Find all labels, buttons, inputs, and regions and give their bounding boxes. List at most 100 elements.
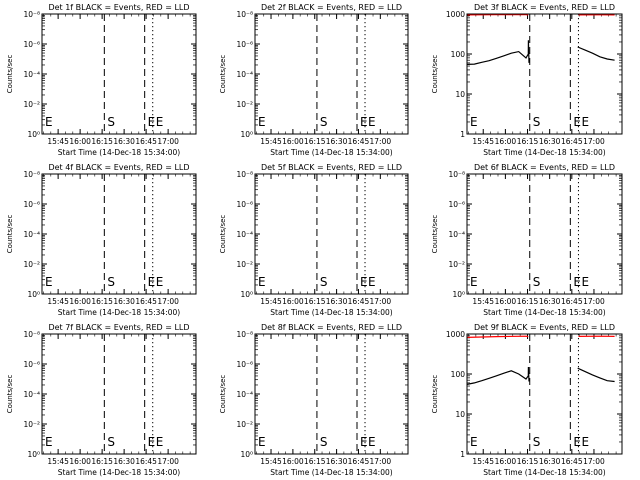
y-tick-label: 10⁻⁶ (236, 200, 253, 209)
x-tick-label: 16:00 (495, 457, 517, 466)
marker-label: E (470, 115, 478, 129)
y-tick-label: 10⁰ (240, 450, 253, 459)
x-tick-label: 16:15 (304, 137, 326, 146)
x-tick-label: 16:30 (113, 297, 135, 306)
x-axis-label: Start Time (14-Dec-18 15:34:00) (483, 308, 605, 317)
x-tick-label: 16:00 (495, 137, 517, 146)
y-tick-label: 10⁻⁶ (236, 360, 253, 369)
x-tick-label: 15:45 (260, 297, 282, 306)
x-tick-label: 17:00 (583, 137, 605, 146)
plot-frame (41, 333, 197, 455)
panel-title: Det 8f BLACK = Events, RED = LLD (261, 323, 402, 332)
x-tick-label: 16:15 (517, 457, 539, 466)
detector-panel-6: Det 6f BLACK = Events, RED = LLD Counts/s… (431, 163, 623, 317)
y-tick-label: 10⁻⁶ (23, 360, 40, 369)
marker-label: E (360, 115, 368, 129)
x-axis-label: Start Time (14-Dec-18 15:34:00) (58, 148, 180, 157)
y-tick-label: 10⁻⁶ (236, 40, 253, 49)
plot-frame (254, 13, 409, 135)
y-tick-label: 10⁻⁸ (23, 10, 40, 19)
marker-label: E (581, 435, 589, 449)
y-tick-label: 10⁻² (236, 100, 253, 109)
marker-label: E (581, 275, 589, 289)
y-tick-label: 10⁻⁸ (23, 330, 40, 339)
x-tick-label: 16:15 (91, 297, 113, 306)
marker-label: S (533, 115, 541, 129)
plot-frame (41, 13, 197, 135)
y-axis-label: Counts/sec (6, 375, 14, 414)
y-tick-label: 10⁻⁴ (23, 230, 40, 239)
x-tick-label: 16:45 (135, 137, 157, 146)
x-tick-label: 16:00 (282, 137, 304, 146)
x-tick-label: 16:15 (304, 297, 326, 306)
x-tick-label: 16:00 (69, 137, 91, 146)
plot-frame (41, 173, 197, 295)
marker-label: E (148, 275, 156, 289)
panel-title: Det 4f BLACK = Events, RED = LLD (48, 163, 189, 172)
y-tick-label: 10⁻⁸ (236, 170, 253, 179)
y-tick-label: 10⁻⁴ (23, 70, 40, 79)
x-tick-label: 16:30 (113, 137, 135, 146)
y-tick-label: 10⁻² (236, 260, 253, 269)
panel-title: Det 7f BLACK = Events, RED = LLD (48, 323, 189, 332)
marker-label: E (573, 275, 581, 289)
x-axis-label: Start Time (14-Dec-18 15:34:00) (270, 148, 392, 157)
x-tick-label: 15:45 (472, 457, 494, 466)
plot-frame (254, 173, 409, 295)
marker-label: E (470, 275, 478, 289)
marker-label: S (533, 275, 541, 289)
marker-label: E (573, 115, 581, 129)
y-tick-label: 10⁻⁶ (23, 40, 40, 49)
plot-frame (466, 13, 623, 135)
x-tick-label: 16:15 (517, 297, 539, 306)
marker-label: E (45, 275, 53, 289)
y-tick-label: 10⁻⁸ (236, 10, 253, 19)
y-tick-label: 10⁻⁸ (448, 170, 465, 179)
x-tick-label: 16:30 (113, 457, 135, 466)
x-tick-label: 16:30 (326, 297, 348, 306)
x-tick-label: 15:45 (47, 137, 69, 146)
marker-label: S (533, 435, 541, 449)
y-tick-label: 10⁰ (240, 290, 253, 299)
x-tick-label: 16:45 (348, 297, 370, 306)
marker-label: E (156, 435, 164, 449)
y-tick-label: 1000 (446, 330, 465, 339)
marker-label: E (368, 275, 376, 289)
x-tick-label: 17:00 (370, 457, 392, 466)
marker-label: E (573, 435, 581, 449)
y-tick-label: 10⁰ (27, 450, 40, 459)
x-axis-label: Start Time (14-Dec-18 15:34:00) (483, 148, 605, 157)
x-tick-label: 16:45 (348, 457, 370, 466)
marker-label: S (320, 115, 328, 129)
x-tick-label: 16:15 (517, 137, 539, 146)
marker-label: E (360, 275, 368, 289)
marker-label: E (258, 435, 266, 449)
x-tick-label: 15:45 (47, 457, 69, 466)
marker-label: E (368, 115, 376, 129)
x-tick-label: 17:00 (583, 457, 605, 466)
marker-label: S (107, 115, 115, 129)
x-tick-label: 16:00 (282, 297, 304, 306)
y-axis-label: Counts/sec (219, 215, 227, 254)
x-axis-label: Start Time (14-Dec-18 15:34:00) (58, 308, 180, 317)
y-tick-label: 10⁻⁴ (236, 390, 253, 399)
panel-title: Det 6f BLACK = Events, RED = LLD (474, 163, 615, 172)
x-tick-label: 16:45 (135, 297, 157, 306)
x-tick-label: 16:45 (561, 457, 583, 466)
marker-label: E (470, 435, 478, 449)
plot-frame (466, 173, 623, 295)
y-tick-label: 10⁻⁴ (23, 390, 40, 399)
events-series-line (577, 367, 615, 383)
marker-label: S (320, 275, 328, 289)
panel-title: Det 9f BLACK = Events, RED = LLD (474, 323, 615, 332)
events-series-line (466, 366, 530, 385)
detector-panel-4: Det 4f BLACK = Events, RED = LLD Counts/s… (6, 163, 197, 317)
y-tick-label: 10⁰ (240, 130, 253, 139)
y-tick-label: 10⁰ (452, 290, 465, 299)
y-tick-label: 10 (455, 90, 465, 99)
detector-panel-7: Det 7f BLACK = Events, RED = LLD Counts/s… (6, 323, 197, 477)
detector-panel-1: Det 1f BLACK = Events, RED = LLD Counts/s… (6, 3, 197, 157)
y-tick-label: 100 (451, 50, 466, 59)
x-axis-label: Start Time (14-Dec-18 15:34:00) (270, 308, 392, 317)
